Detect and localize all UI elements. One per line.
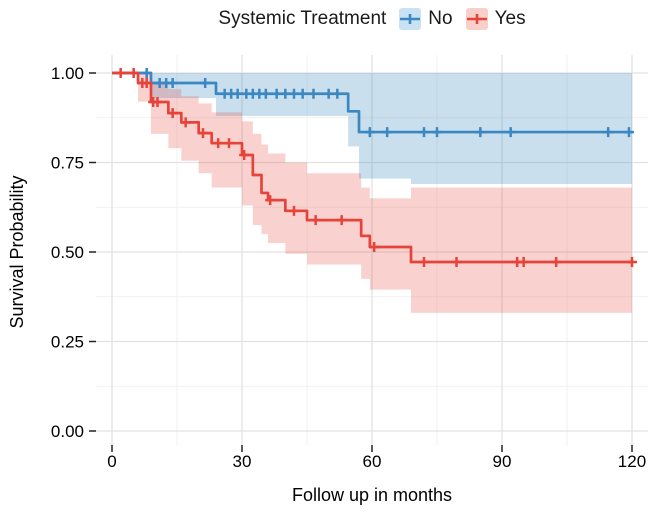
y-tick-label: 0.75: [51, 154, 84, 173]
legend-item-yes: Yes: [465, 8, 526, 30]
x-tick-label: 90: [493, 452, 512, 471]
censor-mark-yes: [115, 68, 126, 78]
y-axis-title: Survival Probability: [7, 175, 27, 328]
censor-mark-yes: [128, 68, 139, 78]
y-tick-label: 0.00: [51, 422, 84, 441]
censor-mark-no: [200, 78, 211, 89]
censor-mark-no: [280, 88, 291, 99]
confidence-band-yes: [361, 187, 370, 279]
censor-mark-no: [603, 127, 614, 138]
censor-mark-yes: [224, 138, 234, 149]
censor-mark-no: [332, 88, 343, 99]
censor-mark-no: [141, 68, 152, 78]
censor-mark-yes: [289, 205, 299, 216]
censor-mark-yes: [239, 149, 250, 160]
confidence-band-yes: [285, 162, 307, 254]
confidence-band-no: [410, 73, 632, 184]
survival-curve-yes: [112, 71, 632, 264]
confidence-band-yes: [410, 187, 632, 313]
legend-item-no: No: [399, 8, 453, 30]
legend-title: Systemic Treatment: [218, 8, 387, 29]
censor-mark-yes: [551, 257, 562, 268]
censor-mark-yes: [198, 128, 208, 139]
y-tick-label: 0.25: [51, 333, 84, 352]
legend-label-yes: Yes: [494, 8, 526, 29]
y-tick-label: 0.50: [51, 243, 84, 262]
x-tick-label: 60: [363, 452, 382, 471]
censor-mark-no: [623, 127, 634, 138]
confidence-band-yes: [137, 73, 151, 102]
censor-mark-no: [297, 88, 308, 99]
x-tick-label: 30: [233, 452, 252, 471]
censor-mark-yes: [336, 215, 347, 226]
censor-mark-no: [289, 88, 299, 99]
censor-mark-no: [432, 127, 442, 138]
x-tick-label: 120: [618, 452, 646, 471]
censor-mark-yes: [369, 241, 380, 252]
censor-mark-yes: [167, 108, 178, 119]
confidence-band-yes: [241, 121, 253, 206]
censor-mark-no: [323, 88, 334, 99]
confidence-band-yes: [252, 133, 262, 226]
censor-mark-no: [271, 88, 282, 99]
censor-mark-no: [382, 127, 393, 138]
legend-label-no: No: [428, 8, 453, 29]
censor-mark-yes: [627, 257, 637, 268]
confidence-band-yes: [267, 153, 286, 244]
censor-mark-no: [232, 88, 243, 99]
confidence-band-no: [358, 73, 411, 179]
censor-mark-yes: [265, 195, 276, 206]
confidence-band-yes: [369, 198, 411, 290]
x-axis-title: Follow up in months: [292, 485, 452, 505]
confidence-band-yes: [181, 96, 199, 161]
censor-mark-yes: [518, 257, 529, 268]
censor-mark-no: [475, 127, 486, 138]
censor-mark-yes: [152, 96, 163, 107]
chart-legend: Systemic Treatment No Yes: [84, 2, 660, 36]
censor-mark-no: [260, 88, 271, 99]
censor-mark-yes: [180, 117, 191, 128]
censor-mark-yes: [419, 257, 429, 268]
x-tick-label: 0: [107, 452, 116, 471]
confidence-band-no: [348, 73, 359, 147]
censor-mark-yes: [310, 215, 321, 226]
censor-mark-no: [419, 127, 429, 138]
legend-key-no-icon: [399, 8, 422, 30]
censor-mark-yes: [213, 138, 224, 149]
censor-mark-no: [308, 88, 319, 99]
confidence-band-yes: [198, 103, 212, 174]
confidence-band-yes: [211, 112, 242, 188]
confidence-band-yes: [168, 89, 182, 149]
censor-mark-no: [167, 78, 178, 89]
y-tick-label: 1.00: [51, 64, 84, 83]
censor-mark-yes: [141, 78, 152, 89]
censor-mark-no: [364, 127, 375, 138]
confidence-band-yes: [150, 81, 169, 134]
confidence-band-yes: [261, 144, 268, 235]
censor-mark-no: [505, 127, 516, 138]
legend-key-yes-icon: [465, 8, 488, 30]
censor-mark-yes: [451, 257, 462, 268]
